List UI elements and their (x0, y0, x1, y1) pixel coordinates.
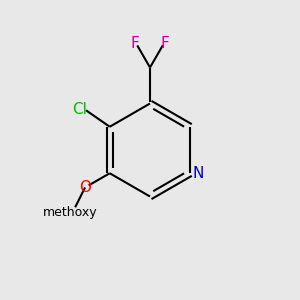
Text: F: F (130, 35, 139, 50)
Text: O: O (79, 180, 91, 195)
Text: N: N (193, 166, 204, 181)
Text: F: F (161, 35, 170, 50)
Text: Cl: Cl (73, 102, 87, 117)
Text: methoxy: methoxy (43, 206, 98, 219)
